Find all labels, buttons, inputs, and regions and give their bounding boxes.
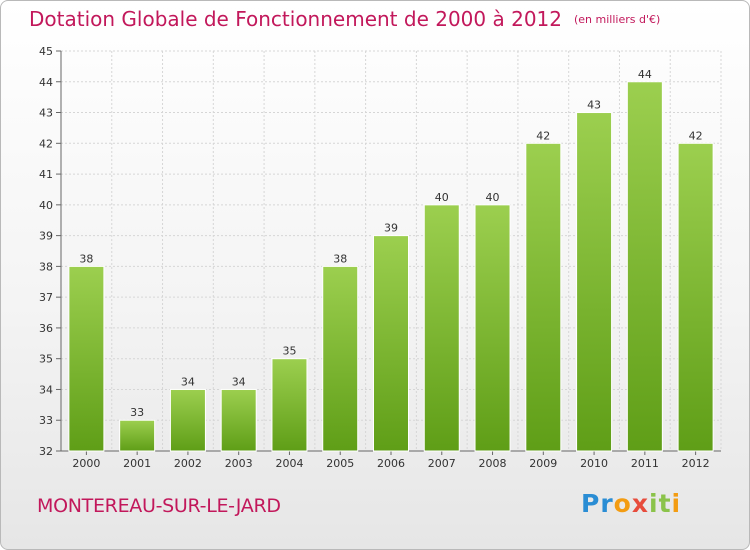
bar-2011 (626, 81, 663, 452)
y-tick-label: 45 (39, 45, 53, 58)
x-tick-label: 2001 (123, 457, 151, 470)
value-label-2007: 40 (435, 191, 449, 204)
value-label-2003: 34 (232, 375, 246, 388)
bar-2001 (119, 419, 156, 452)
y-tick-label: 44 (39, 76, 53, 89)
bar-2006 (373, 235, 409, 452)
value-labels: 38 33 34 34 35 38 39 40 40 42 43 44 42 (79, 68, 702, 419)
y-tick-label: 36 (39, 322, 53, 335)
y-tick-label: 34 (39, 383, 53, 396)
x-tick-label: 2006 (377, 457, 405, 470)
y-tick-label: 38 (39, 260, 53, 273)
y-tick-label: 33 (39, 414, 53, 427)
bar-2010 (576, 112, 613, 452)
x-tick-label: 2011 (631, 457, 659, 470)
y-tick-label: 41 (39, 168, 53, 181)
x-tick-label: 2000 (72, 457, 100, 470)
value-label-2006: 39 (384, 222, 398, 235)
value-label-2001: 33 (130, 406, 144, 419)
y-tick-label: 39 (39, 230, 53, 243)
value-label-2012: 42 (689, 129, 703, 142)
x-tick-label: 2007 (428, 457, 456, 470)
value-label-2004: 35 (282, 345, 296, 358)
y-tick-label: 42 (39, 137, 53, 150)
x-tick-label: 2003 (225, 457, 253, 470)
bar-2000 (68, 265, 105, 452)
chart-unit: (en milliers d'€) (574, 13, 661, 26)
bar-2007 (423, 204, 460, 452)
chart-title-block: Dotation Globale de Fonctionnement de 20… (29, 7, 660, 31)
value-label-2000: 38 (79, 252, 93, 265)
bar-2009 (525, 142, 562, 452)
y-tick-label: 32 (39, 445, 53, 458)
y-tick-label: 40 (39, 199, 53, 212)
x-tick-label: 2002 (174, 457, 202, 470)
y-tick-label: 37 (39, 291, 53, 304)
value-label-2011: 44 (638, 68, 652, 81)
axes: 32 33 34 35 36 37 38 39 40 41 42 43 44 45 2000 2001 2002… (39, 45, 721, 470)
x-tick-label: 2005 (326, 457, 354, 470)
value-label-2010: 43 (587, 99, 601, 112)
commune-name: MONTEREAU-SUR-LE-JARD (37, 495, 281, 517)
chart-title: Dotation Globale de Fonctionnement de 20… (29, 7, 562, 31)
y-tick-label: 43 (39, 107, 53, 120)
value-label-2008: 40 (486, 191, 500, 204)
bar-2012 (677, 142, 714, 452)
bar-2003 (220, 388, 257, 452)
x-tick-label: 2010 (580, 457, 608, 470)
bar-2005 (322, 265, 359, 452)
value-label-2009: 42 (536, 129, 550, 142)
x-tick-label: 2008 (479, 457, 507, 470)
x-tick-label: 2009 (529, 457, 557, 470)
bar-2002 (169, 388, 206, 452)
bar-2004 (271, 358, 308, 452)
proxiti-logo: Proxiti (581, 489, 682, 518)
value-label-2002: 34 (181, 375, 195, 388)
y-tick-label: 35 (39, 353, 53, 366)
value-label-2005: 38 (333, 252, 347, 265)
x-tick-label: 2004 (275, 457, 303, 470)
bars (68, 81, 714, 452)
bar-2008 (474, 204, 511, 452)
x-tick-label: 2012 (682, 457, 710, 470)
